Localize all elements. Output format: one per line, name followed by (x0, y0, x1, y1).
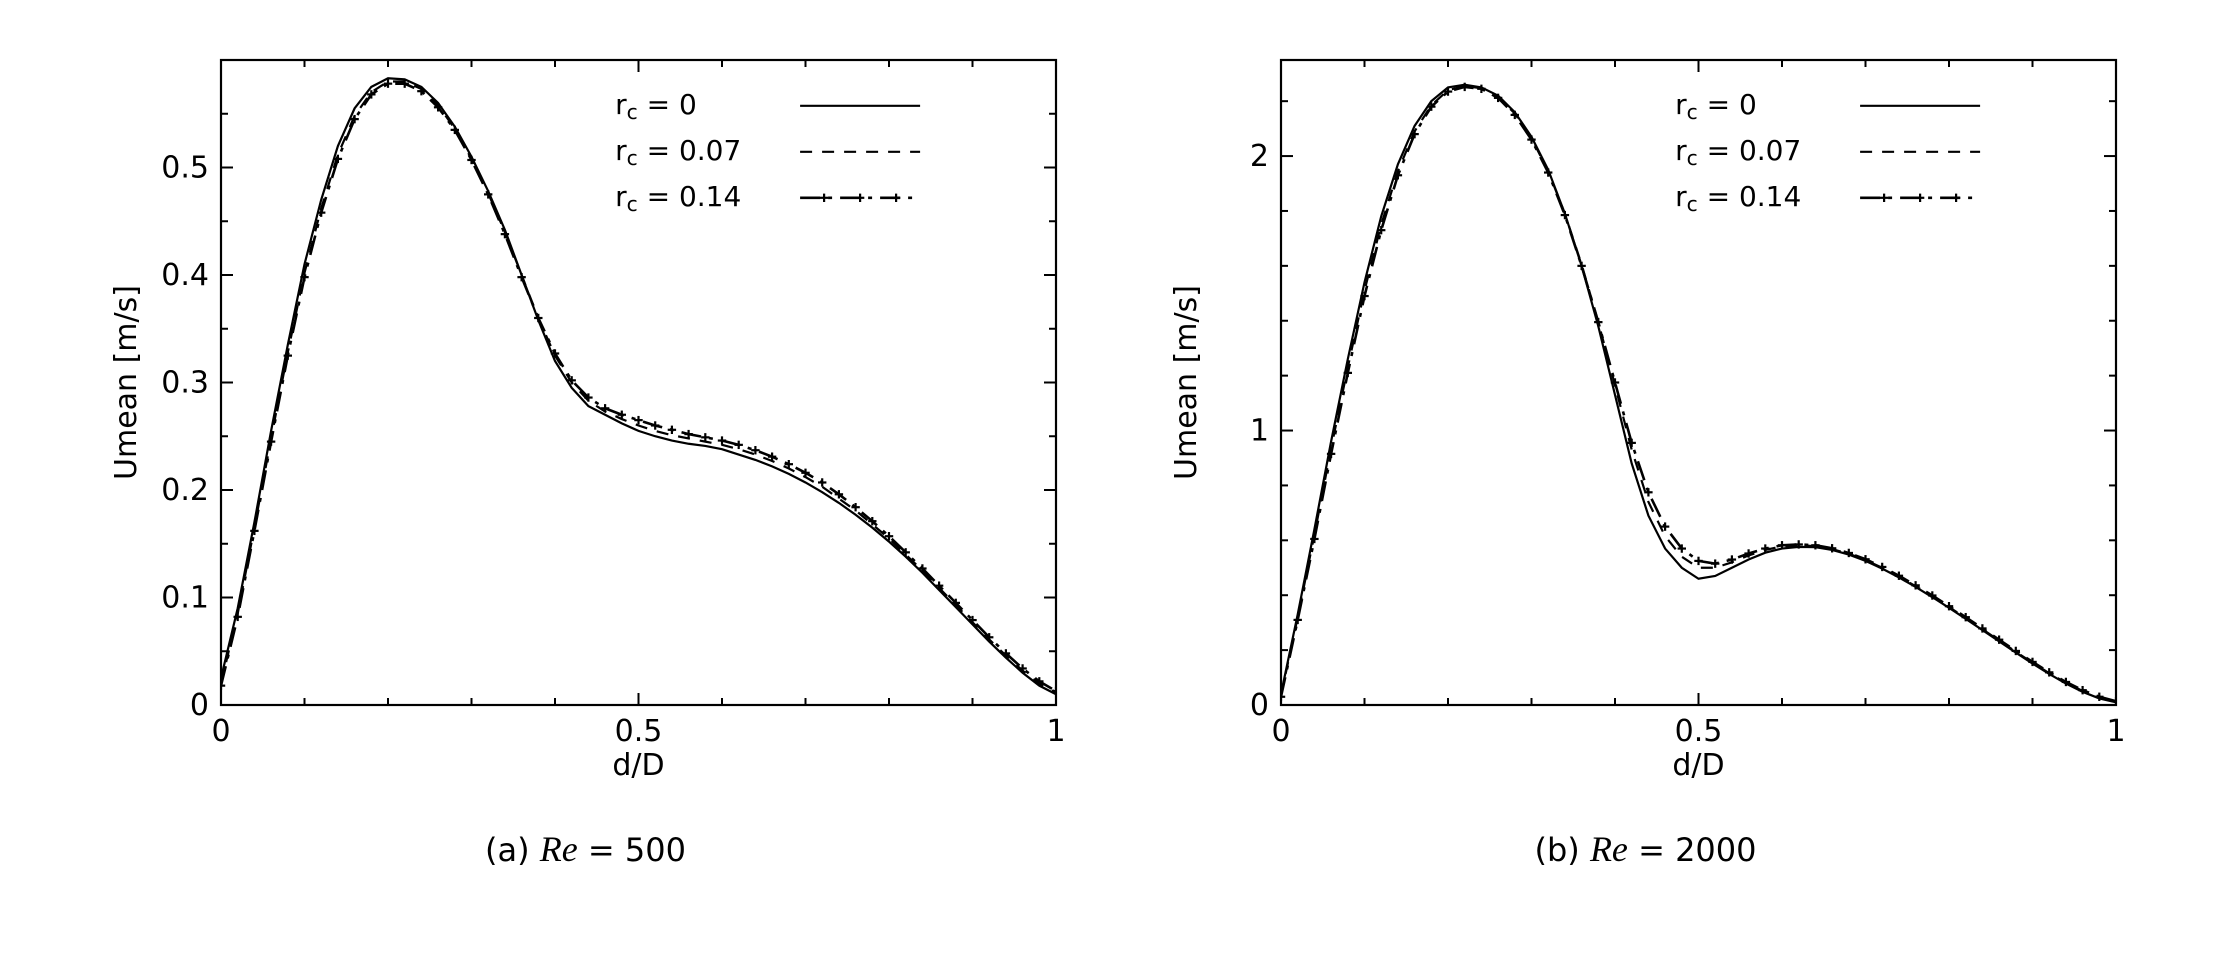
svg-text:0: 0 (1271, 714, 1290, 749)
chart-b: 0 0.5 1 0 1 2 d/D Umean [m/s] rc = 0 rc = 0.07 rc … (1156, 40, 2136, 800)
svg-text:1: 1 (1249, 414, 1268, 449)
svg-text:Umean [m/s]: Umean [m/s] (109, 285, 144, 480)
caption-b-var: Re (1590, 829, 1628, 869)
panel-b: 0 0.5 1 0 1 2 d/D Umean [m/s] rc = 0 rc = 0.07 rc … (1156, 40, 2136, 870)
svg-text:0.1: 0.1 (161, 581, 209, 616)
caption-b: (b) Re = 2000 (1534, 828, 1756, 870)
svg-text:rc = 0.14: rc = 0.14 (615, 180, 741, 216)
svg-text:0.5: 0.5 (161, 151, 209, 186)
svg-text:1: 1 (1046, 714, 1065, 749)
caption-a: (a) Re = 500 (485, 828, 686, 870)
svg-text:0.3: 0.3 (161, 366, 209, 401)
svg-text:d/D: d/D (612, 748, 664, 783)
caption-a-rhs: = 500 (578, 831, 686, 869)
chart-a: 00.5100.10.20.30.40.5d/DUmean [m/s]rc = … (96, 40, 1076, 800)
svg-text:2: 2 (1249, 139, 1268, 174)
svg-text:0: 0 (189, 688, 208, 723)
panel-a: 00.5100.10.20.30.40.5d/DUmean [m/s]rc = … (96, 40, 1076, 870)
svg-text:rc = 0.14: rc = 0.14 (1675, 180, 1801, 216)
svg-text:rc = 0.07: rc = 0.07 (615, 134, 741, 170)
svg-text:0.5: 0.5 (1674, 714, 1722, 749)
svg-text:0.5: 0.5 (614, 714, 662, 749)
figure-row: 00.5100.10.20.30.40.5d/DUmean [m/s]rc = … (0, 0, 2231, 890)
svg-text:rc = 0: rc = 0 (1675, 88, 1757, 124)
svg-text:0.4: 0.4 (161, 258, 209, 293)
caption-a-prefix: (a) (485, 831, 540, 869)
svg-text:1: 1 (2106, 714, 2125, 749)
svg-text:0: 0 (1249, 688, 1268, 723)
caption-a-var: Re (540, 829, 578, 869)
svg-text:d/D: d/D (1672, 748, 1724, 783)
svg-text:0.2: 0.2 (161, 473, 209, 508)
caption-b-rhs: = 2000 (1628, 831, 1757, 869)
svg-text:Umean [m/s]: Umean [m/s] (1169, 285, 1204, 480)
svg-text:0: 0 (211, 714, 230, 749)
svg-text:rc = 0.07: rc = 0.07 (1675, 134, 1801, 170)
svg-text:rc = 0: rc = 0 (615, 88, 697, 124)
caption-b-prefix: (b) (1534, 831, 1589, 869)
